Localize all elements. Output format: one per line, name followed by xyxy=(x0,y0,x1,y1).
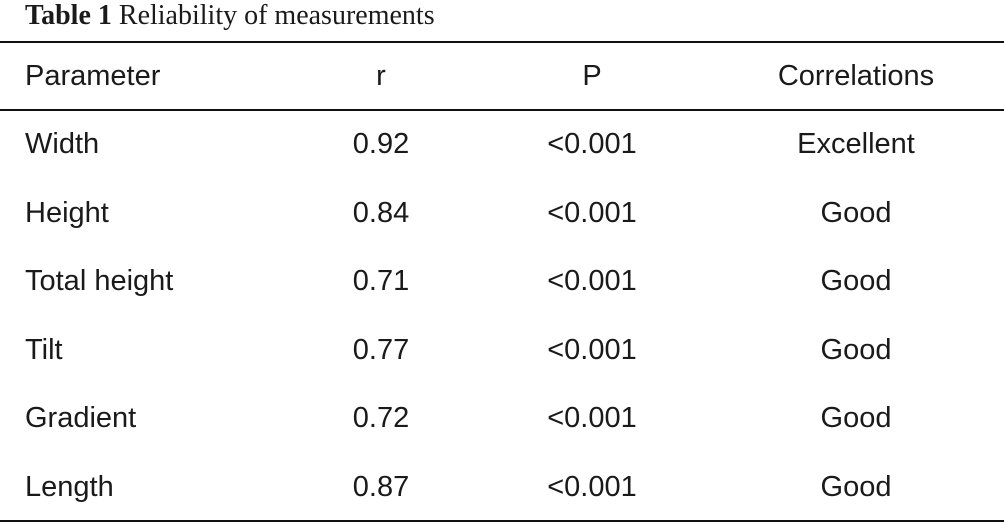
table-caption-label: Table 1 xyxy=(25,0,112,31)
cell-p: <0.001 xyxy=(547,127,637,160)
table-row: Length 0.87 <0.001 Good xyxy=(0,453,1004,522)
column-header-p: P xyxy=(582,59,602,92)
cell-r: 0.84 xyxy=(352,196,410,229)
cell-p: <0.001 xyxy=(547,470,637,503)
cell-p: <0.001 xyxy=(547,333,637,366)
cell-p: <0.001 xyxy=(547,196,637,229)
table-top-rule xyxy=(0,41,1004,43)
cell-parameter: Length xyxy=(25,470,114,503)
cell-correlation: Good xyxy=(820,470,892,503)
column-header-r: r xyxy=(376,59,386,92)
cell-r: 0.72 xyxy=(352,402,410,435)
table-header-rule xyxy=(0,109,1004,111)
cell-parameter: Width xyxy=(25,127,100,160)
cell-parameter: Tilt xyxy=(25,333,63,366)
table-caption-title: Reliability of measurements xyxy=(118,0,435,31)
cell-correlation: Good xyxy=(820,402,892,435)
cell-correlation: Good xyxy=(820,196,892,229)
cell-r: 0.92 xyxy=(352,127,410,160)
table-row: Height 0.84 <0.001 Good xyxy=(0,179,1004,248)
reliability-table: Parameter r P Correlations Width 0.92 <0… xyxy=(0,43,1004,522)
cell-r: 0.71 xyxy=(352,265,410,298)
cell-p: <0.001 xyxy=(547,402,637,435)
table-row: Total height 0.71 <0.001 Good xyxy=(0,248,1004,317)
cell-correlation: Good xyxy=(820,333,892,366)
cell-parameter: Gradient xyxy=(25,402,137,435)
table-row: Tilt 0.77 <0.001 Good xyxy=(0,316,1004,385)
table-row: Gradient 0.72 <0.001 Good xyxy=(0,385,1004,454)
column-header-parameter: Parameter xyxy=(25,59,161,92)
table-header-row: Parameter r P Correlations xyxy=(0,43,1004,109)
cell-parameter: Height xyxy=(25,196,109,229)
cell-correlation: Good xyxy=(820,265,892,298)
cell-parameter: Total height xyxy=(25,265,174,298)
cell-r: 0.87 xyxy=(352,470,410,503)
cell-r: 0.77 xyxy=(352,333,410,366)
column-header-correlations: Correlations xyxy=(777,59,935,92)
table-bottom-rule xyxy=(0,520,1004,522)
cell-p: <0.001 xyxy=(547,265,637,298)
table-caption: Table 1 Reliability of measurements xyxy=(25,0,435,36)
cell-correlation: Excellent xyxy=(797,127,915,160)
table-row: Width 0.92 <0.001 Excellent xyxy=(0,109,1004,179)
